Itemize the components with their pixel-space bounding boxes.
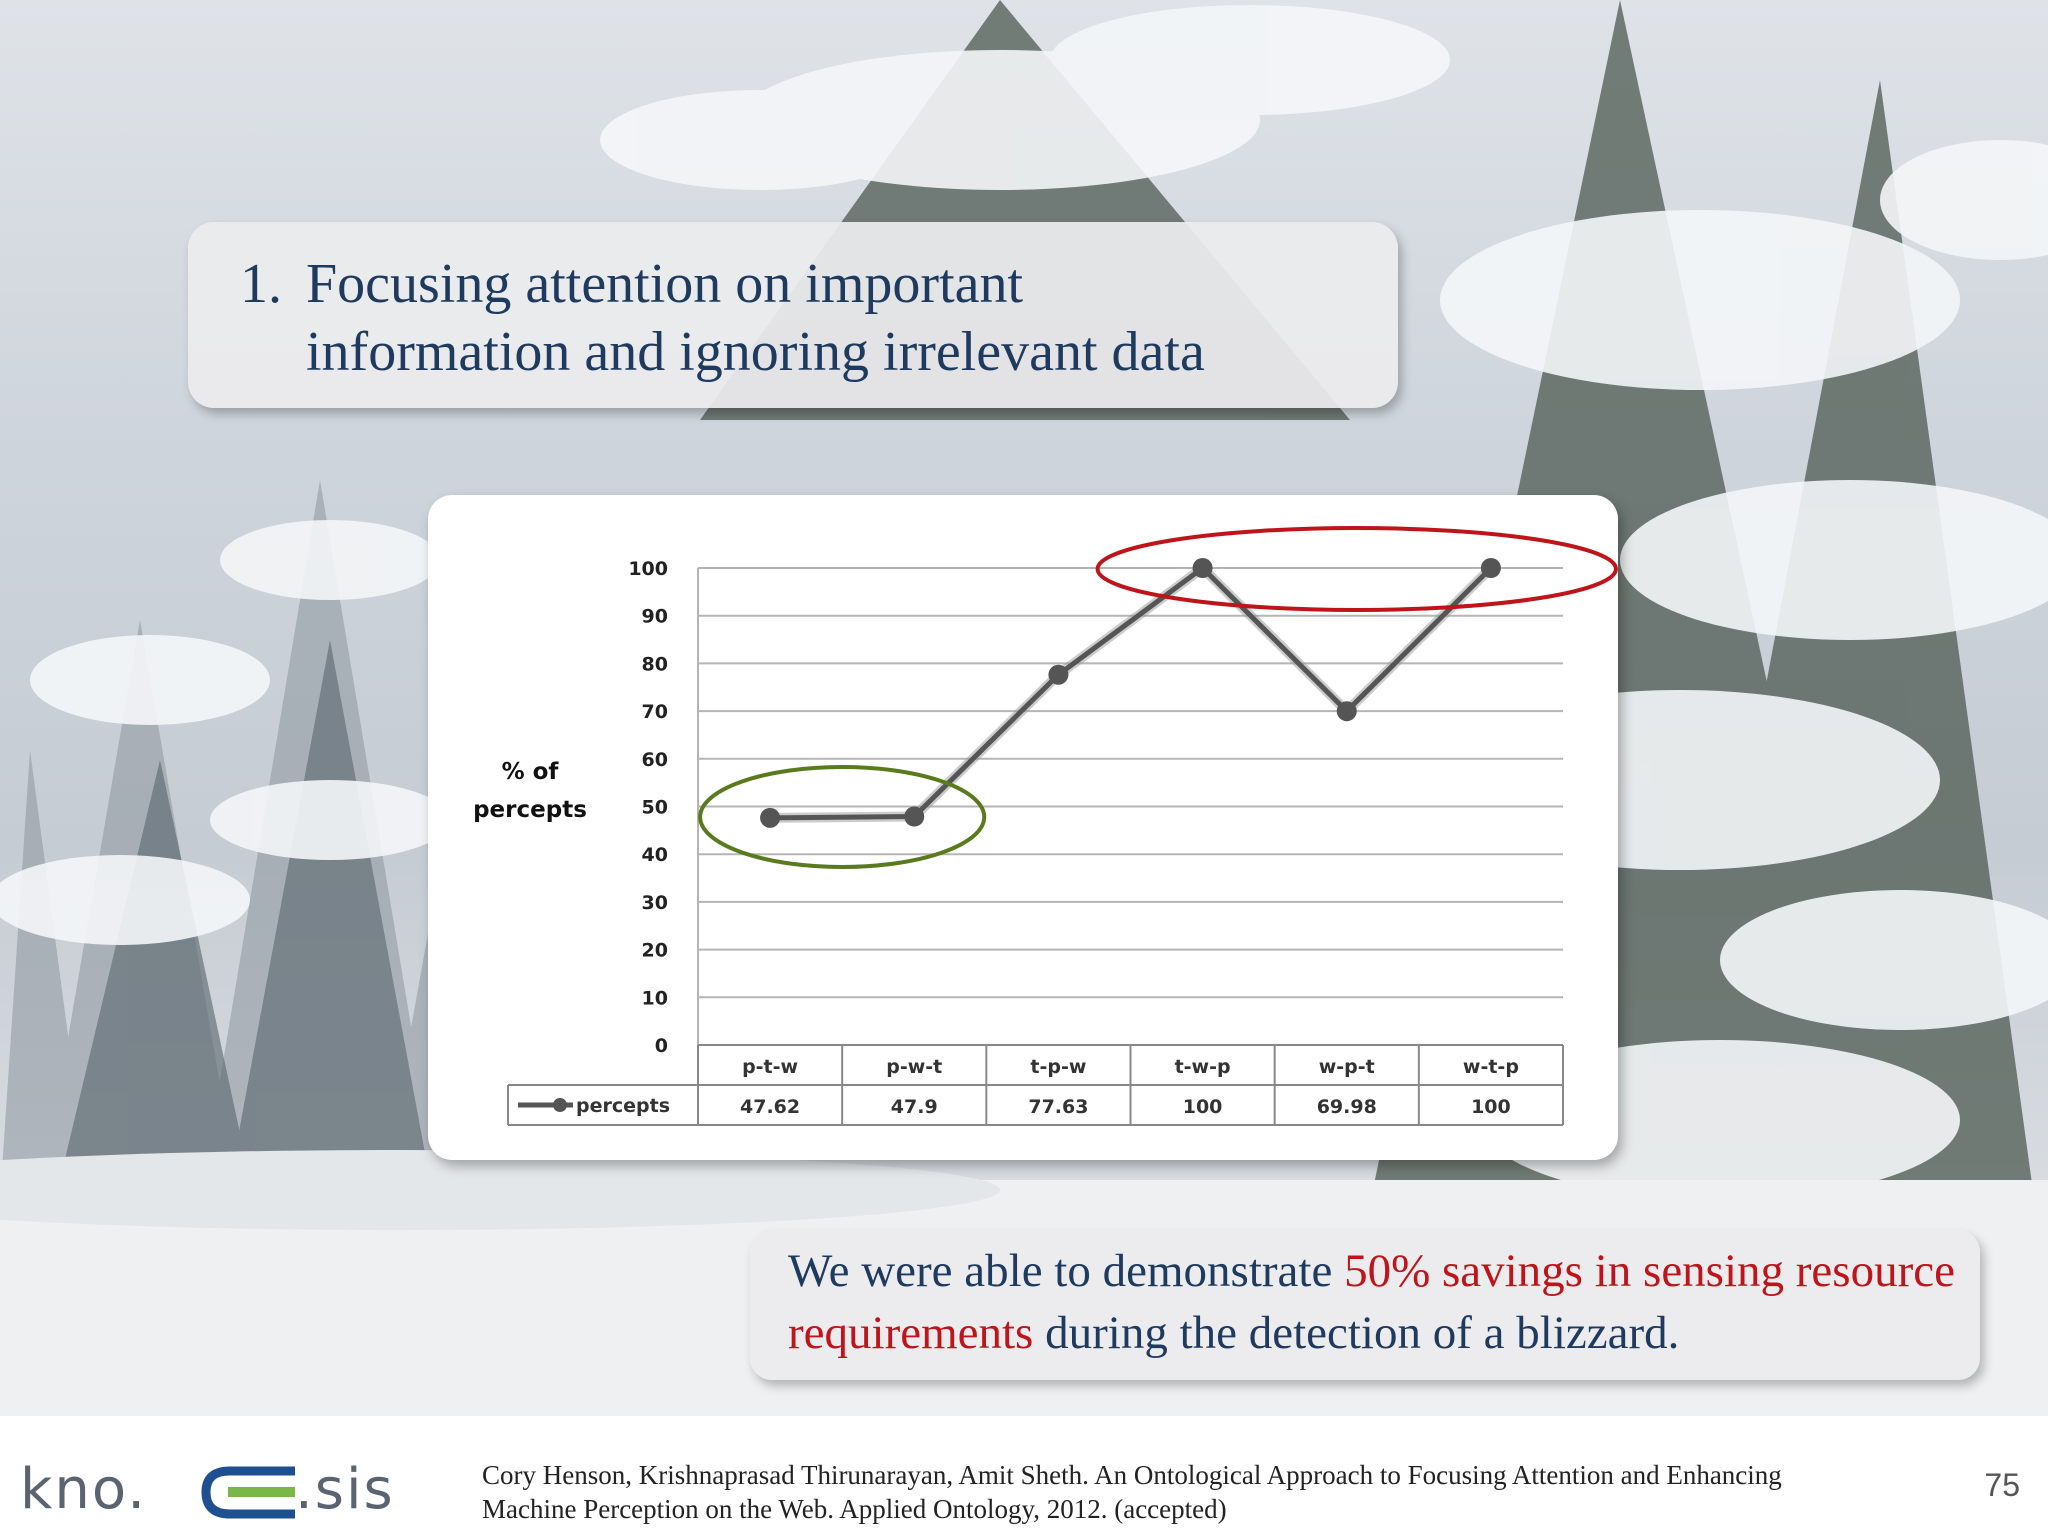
y-tick-label: 90 [642, 606, 668, 628]
slide-title: 1. Focusing attention on important inform… [240, 250, 1380, 386]
y-tick-label: 80 [642, 653, 668, 675]
y-tick-label: 0 [655, 1035, 668, 1057]
series-line-percepts [770, 565, 1493, 821]
red-annotation-ellipse [1095, 526, 1618, 612]
table-value: 77.63 [1028, 1096, 1088, 1118]
legend-marker [553, 1098, 567, 1112]
table-value: 47.62 [740, 1096, 800, 1118]
logo-e-mark-icon [201, 1466, 295, 1519]
y-tick-label: 50 [642, 797, 668, 819]
x-category-label: w-t-p [1463, 1056, 1519, 1078]
x-category-label: w-p-t [1319, 1056, 1375, 1078]
x-category-label: t-p-w [1030, 1056, 1086, 1078]
data-point [904, 806, 925, 827]
series-line-shadow [770, 563, 1495, 823]
result-text-part1: We were able to demonstrate [788, 1245, 1345, 1297]
y-axis-label-line1: % of [502, 759, 560, 785]
title-line-1: Focusing attention on important [306, 253, 1024, 315]
result-highlight: 50% savings in sensing resource requirem… [788, 1245, 1955, 1359]
title-callout [188, 222, 1398, 408]
table-value: 100 [1183, 1096, 1223, 1118]
data-point [1048, 664, 1069, 685]
y-tick-label: 100 [628, 558, 668, 580]
data-point [1480, 558, 1501, 578]
x-category-label: p-t-w [742, 1056, 798, 1078]
chart-panel: 0 10 20 30 40 50 60 70 80 90 100 % of percepts p-t-w p… [428, 495, 1618, 1160]
citation: Cory Henson, Krishnaprasad Thirunarayan,… [482, 1458, 1902, 1526]
y-tick-label: 20 [642, 940, 668, 962]
result-text-part2: during the detection of a blizzard. [1033, 1307, 1680, 1359]
result-callout [750, 1230, 1980, 1380]
data-point [1336, 701, 1357, 722]
logo-text-right: .sis [295, 1457, 395, 1522]
legend-label: percepts [576, 1095, 670, 1117]
table-value: 100 [1471, 1096, 1511, 1118]
y-tick-label: 40 [642, 844, 668, 866]
x-category-label: p-w-t [886, 1056, 942, 1078]
green-annotation-ellipse [698, 764, 987, 869]
table-value: 69.98 [1317, 1096, 1377, 1118]
x-category-label: t-w-p [1175, 1056, 1231, 1078]
citation-line-2: Machine Perception on the Web. Applied O… [482, 1494, 1227, 1524]
y-tick-label: 60 [642, 749, 668, 771]
data-point [1192, 558, 1213, 578]
title-number: 1. [240, 253, 282, 315]
y-tick-label: 10 [642, 987, 668, 1009]
title-line-2: information and ignoring irrelevant data [306, 321, 1205, 383]
citation-line-1: Cory Henson, Krishnaprasad Thirunarayan,… [482, 1460, 1782, 1490]
y-tick-label: 70 [642, 701, 668, 723]
footer [0, 1416, 2048, 1536]
result-text: We were able to demonstrate 50% savings … [788, 1240, 1978, 1364]
knoesis-logo: kno. .sis [20, 1455, 420, 1525]
y-tick-label: 30 [642, 892, 668, 914]
table-value: 47.9 [891, 1096, 938, 1118]
percepts-line-chart: 0 10 20 30 40 50 60 70 80 90 100 % of percepts p-t-w p… [473, 526, 1618, 1126]
logo-text-left: kno. [20, 1457, 147, 1522]
page-number: 75 [1984, 1467, 2020, 1503]
data-point [760, 807, 781, 828]
y-axis-label-line2: percepts [473, 797, 587, 823]
